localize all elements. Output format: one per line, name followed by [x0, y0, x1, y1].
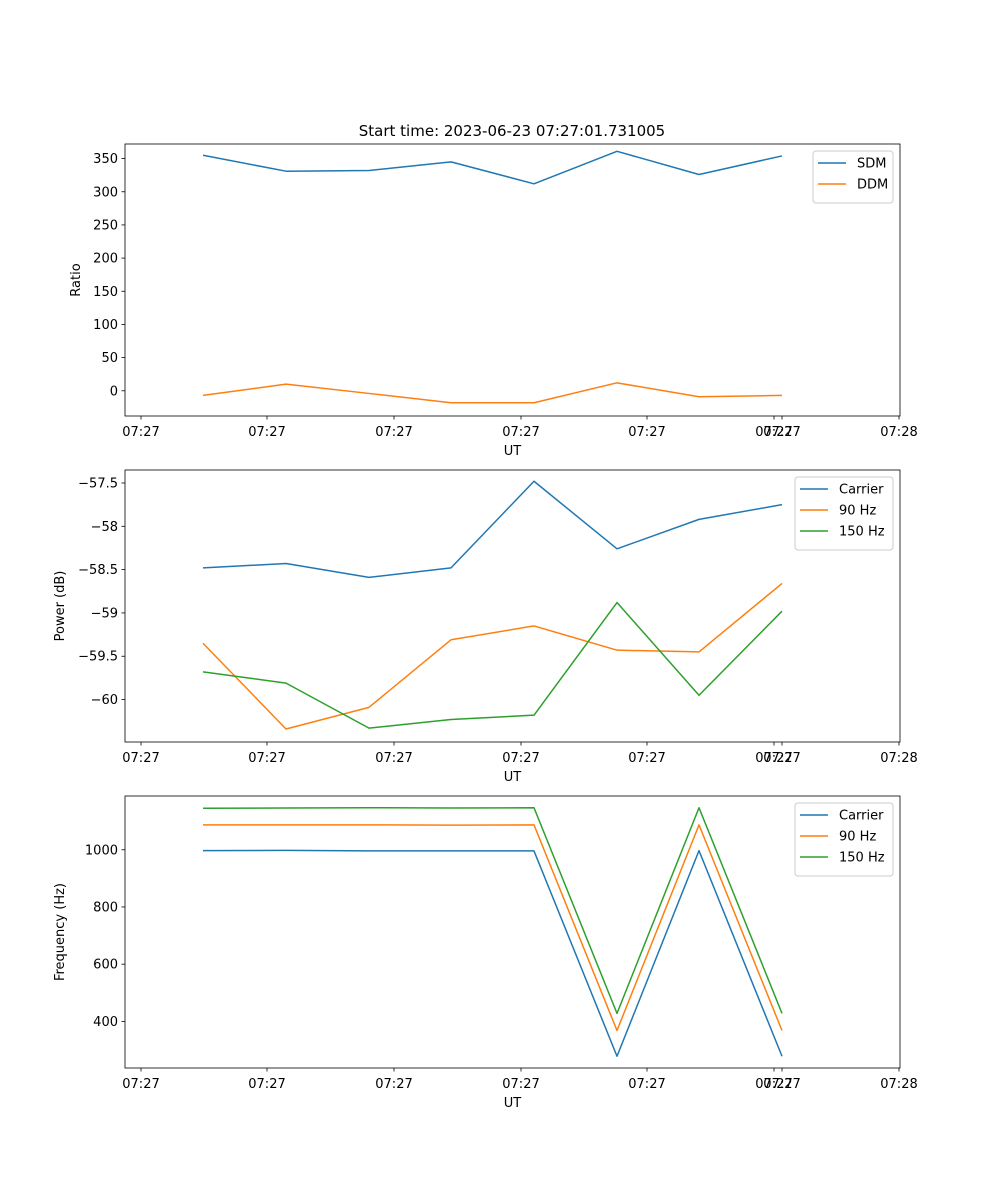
series-line-90-hz: [203, 824, 783, 1032]
legend-label: 90 Hz: [839, 830, 876, 845]
legend-label: DDM: [857, 178, 888, 193]
x-tick-label: 07:27: [502, 1077, 539, 1092]
series-line-sdm: [202, 150, 783, 185]
y-tick-label: 400: [93, 1015, 118, 1030]
figure-title: Start time: 2023-06-23 07:27:01.731005: [359, 122, 665, 140]
y-tick-label: 350: [93, 152, 118, 167]
series-line-150-hz: [202, 601, 783, 729]
x-tick-label: 07:27: [375, 751, 412, 766]
axes-frame: [124, 143, 901, 417]
x-tick-label: 07:27: [763, 751, 800, 766]
x-tick-label: 07:28: [880, 1077, 917, 1092]
x-tick-label: 07:27: [248, 425, 285, 440]
x-tick-label: 07:27: [122, 1077, 159, 1092]
legend-label: 150 Hz: [839, 525, 885, 540]
series-line-150-hz: [202, 806, 783, 1015]
axes-frame: [124, 469, 901, 743]
x-tick-label: 07:27: [248, 1077, 285, 1092]
x-tick-label: 07:28: [880, 425, 917, 440]
x-tick-label: 07:27: [375, 1077, 412, 1092]
legend: Carrier 90 Hz 150 Hz: [794, 802, 894, 877]
y-tick-label: 150: [93, 285, 118, 300]
x-axis-label: UT: [504, 770, 522, 785]
y-tick-label: −57.5: [78, 476, 118, 491]
series-line-ddm: [202, 382, 783, 404]
y-tick-label: 600: [93, 958, 118, 973]
x-tick-label: 07:27: [122, 751, 159, 766]
x-tick-label: 07:27: [763, 1077, 800, 1092]
y-tick-label: 0: [110, 384, 118, 399]
y-tick-label: 1000: [85, 843, 118, 858]
y-tick-label: 800: [93, 900, 118, 915]
x-tick-label: 07:27: [755, 1077, 792, 1092]
axes-frame: [124, 795, 901, 1069]
y-tick-label: 200: [93, 252, 118, 267]
legend-frame: [812, 150, 894, 204]
y-tick-label: 250: [93, 218, 118, 233]
x-tick-label: 07:27: [628, 425, 665, 440]
x-tick-label: 07:27: [122, 425, 159, 440]
y-axis-label: Frequency (Hz): [53, 883, 68, 981]
x-axis-label: UT: [504, 1096, 522, 1111]
x-tick-label: 07:27: [502, 425, 539, 440]
y-tick-label: −60: [91, 693, 118, 708]
y-tick-label: −59.5: [78, 650, 118, 665]
legend-label: SDM: [857, 157, 886, 172]
y-tick-label: −58.5: [78, 563, 118, 578]
x-axis-label: UT: [504, 444, 522, 459]
y-tick-label: −58: [91, 520, 118, 535]
x-tick-label: 07:27: [755, 425, 792, 440]
series-line-carrier: [202, 849, 783, 1058]
chart-panel-2: −60−59.5−59−58.5−58−57.507:27 07:27 07:27 0…: [53, 469, 918, 785]
series-line-carrier: [202, 480, 783, 579]
legend-label: 150 Hz: [839, 851, 885, 866]
legend: SDM DDM: [812, 150, 894, 204]
y-axis-label: Ratio: [69, 263, 84, 296]
legend: Carrier 90 Hz 150 Hz: [794, 476, 894, 551]
x-tick-label: 07:27: [628, 1077, 665, 1092]
y-tick-label: 300: [93, 185, 118, 200]
legend-label: 90 Hz: [839, 504, 876, 519]
x-tick-label: 07:27: [763, 425, 800, 440]
x-tick-label: 07:28: [880, 751, 917, 766]
y-tick-label: 100: [93, 318, 118, 333]
x-tick-label: 07:27: [375, 425, 412, 440]
legend-label: Carrier: [839, 483, 884, 498]
x-tick-label: 07:27: [755, 751, 792, 766]
y-tick-label: 50: [101, 351, 118, 366]
x-tick-label: 07:27: [628, 751, 665, 766]
legend-label: Carrier: [839, 809, 884, 824]
series-line-90-hz: [202, 582, 783, 730]
x-tick-label: 07:27: [502, 751, 539, 766]
x-tick-label: 07:27: [248, 751, 285, 766]
y-tick-label: −59: [91, 606, 118, 621]
y-axis-label: Power (dB): [53, 571, 68, 642]
